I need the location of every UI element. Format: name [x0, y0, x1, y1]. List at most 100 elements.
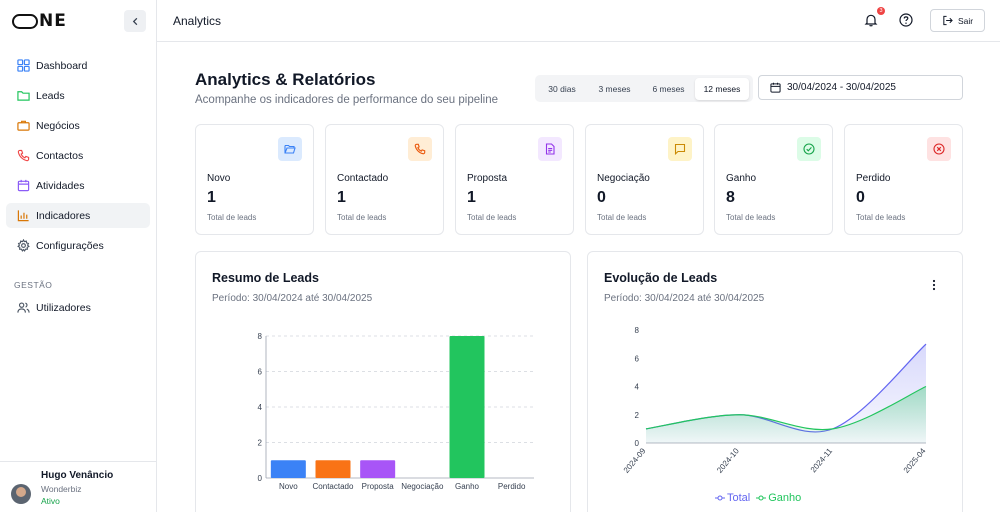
legend-marker-icon [756, 495, 767, 501]
legend-label-ganho: Ganho [768, 492, 802, 504]
sidebar-item-indicadores[interactable]: Indicadores [6, 203, 150, 228]
range-tab-30-dias[interactable]: 30 dias [548, 83, 576, 94]
card-label: Perdido [856, 173, 891, 184]
phone-icon [17, 149, 30, 162]
bar-chart-icon [17, 210, 29, 222]
x-tick-label: 2024-09 [622, 446, 648, 475]
x-tick-label: 2024-10 [715, 446, 741, 475]
card-novo[interactable]: Novo 1 Total de leads [195, 124, 314, 235]
sidebar-section-title: GESTÃO [14, 280, 53, 290]
y-tick-label: 4 [635, 383, 640, 392]
help-icon[interactable] [899, 13, 913, 27]
x-tick-label: Negociação [401, 482, 444, 491]
card-negociacao[interactable]: Negociação 0 Total de leads [585, 124, 704, 235]
gear-icon [17, 239, 30, 252]
y-tick-label: 8 [635, 326, 640, 335]
date-range-picker[interactable]: 30/04/2024 - 30/04/2025 [758, 75, 963, 100]
page-subtitle: Acompanhe os indicadores de performance … [195, 94, 499, 106]
user-profile[interactable]: Hugo Venâncio Wonderbiz Ativo [0, 461, 156, 512]
card-label: Negociação [597, 173, 650, 184]
evolution-period: Período: 30/04/2024 até 30/04/2025 [604, 293, 765, 304]
avatar [11, 484, 31, 504]
calendar-icon [770, 82, 781, 93]
y-tick-label: 2 [635, 411, 640, 420]
logo-row: NE [0, 0, 156, 42]
card-value: 0 [597, 189, 606, 206]
card-ganho[interactable]: Ganho 8 Total de leads [714, 124, 833, 235]
range-tab-3-meses[interactable]: 3 meses [598, 83, 631, 94]
briefcase-icon [17, 120, 30, 131]
phone-icon [414, 143, 426, 155]
card-label: Ganho [726, 173, 757, 184]
document-icon [545, 143, 555, 155]
x-tick-label: Novo [279, 482, 298, 491]
sidebar-item-leads[interactable]: Leads [6, 83, 150, 108]
y-tick-label: 4 [258, 403, 263, 412]
calendar-icon [17, 179, 30, 192]
sidebar-item-utilizadores[interactable]: Utilizadores [6, 295, 150, 320]
sidebar-item-label: Indicadores [36, 209, 91, 222]
series-line-ganho [645, 385, 927, 431]
sidebar-item-negocios[interactable]: Negócios [6, 113, 150, 138]
y-tick-label: 0 [635, 439, 640, 448]
user-status: Ativo [41, 496, 60, 506]
bar-contactado [315, 460, 351, 478]
card-icon-box [927, 137, 951, 161]
range-tab-6-meses[interactable]: 6 meses [652, 83, 685, 94]
sidebar-item-contactos[interactable]: Contactos [6, 143, 150, 168]
page-title: Analytics & Relatórios [195, 70, 376, 89]
card-value: 1 [207, 189, 216, 206]
card-label: Contactado [337, 173, 389, 184]
sidebar-item-dashboard[interactable]: Dashboard [6, 53, 150, 78]
sidebar-item-label: Configurações [36, 239, 104, 252]
summary-title: Resumo de Leads [212, 271, 319, 285]
bar-novo [270, 460, 306, 478]
sidebar-item-label: Contactos [36, 149, 84, 162]
y-tick-label: 6 [635, 354, 640, 363]
sidebar-item-configuracoes[interactable]: Configurações [6, 233, 150, 258]
x-tick-label: Proposta [362, 482, 395, 491]
sidebar-item-atividades[interactable]: Atividades [6, 173, 150, 198]
card-sub: Total de leads [597, 213, 647, 222]
legend-item-ganho[interactable]: Ganho [756, 492, 801, 504]
bell-icon[interactable] [864, 13, 878, 27]
sidebar-nav: Dashboard Leads Negócios Contactos Ativi… [0, 42, 156, 320]
card-sub: Total de leads [856, 213, 906, 222]
logout-button[interactable]: Sair [930, 9, 985, 32]
sidebar-item-label: Atividades [36, 179, 85, 192]
message-icon [674, 143, 686, 155]
summary-panel: Resumo de Leads Período: 30/04/2024 até … [195, 251, 571, 512]
card-value: 1 [337, 189, 346, 206]
collapse-sidebar-button[interactable] [124, 10, 146, 32]
range-tabs: 30 dias 3 meses 6 meses 12 meses [535, 75, 753, 102]
card-icon-box [668, 137, 692, 161]
card-icon-box [278, 137, 302, 161]
card-sub: Total de leads [337, 213, 387, 222]
x-circle-icon [933, 143, 945, 155]
users-icon [17, 302, 30, 313]
notification-badge: 3 [877, 7, 885, 15]
legend-item-total[interactable]: Total [715, 492, 750, 504]
user-company: Wonderbiz [41, 484, 82, 494]
card-perdido[interactable]: Perdido 0 Total de leads [844, 124, 963, 235]
sidebar-item-label: Negócios [36, 119, 80, 132]
logo[interactable]: NE [12, 11, 67, 31]
x-tick-label: 2024-11 [809, 446, 835, 474]
y-tick-label: 0 [258, 474, 263, 483]
bar-ganho [449, 336, 485, 478]
user-name: Hugo Venâncio [41, 470, 114, 481]
card-proposta[interactable]: Proposta 1 Total de leads [455, 124, 574, 235]
chevron-left-icon [132, 17, 137, 25]
card-contactado[interactable]: Contactado 1 Total de leads [325, 124, 444, 235]
more-options-icon[interactable] [928, 278, 940, 292]
logo-ring-icon [12, 13, 38, 29]
card-label: Novo [207, 173, 231, 184]
card-sub: Total de leads [726, 213, 776, 222]
range-tab-12-meses[interactable]: 12 meses [695, 77, 749, 100]
bar-proposta [360, 460, 396, 478]
y-tick-label: 6 [258, 368, 263, 377]
card-icon-box [538, 137, 562, 161]
card-icon-box [408, 137, 432, 161]
sidebar-item-label: Dashboard [36, 59, 88, 72]
sidebar: NE Dashboard Leads Negócios Contactos At… [0, 0, 157, 512]
